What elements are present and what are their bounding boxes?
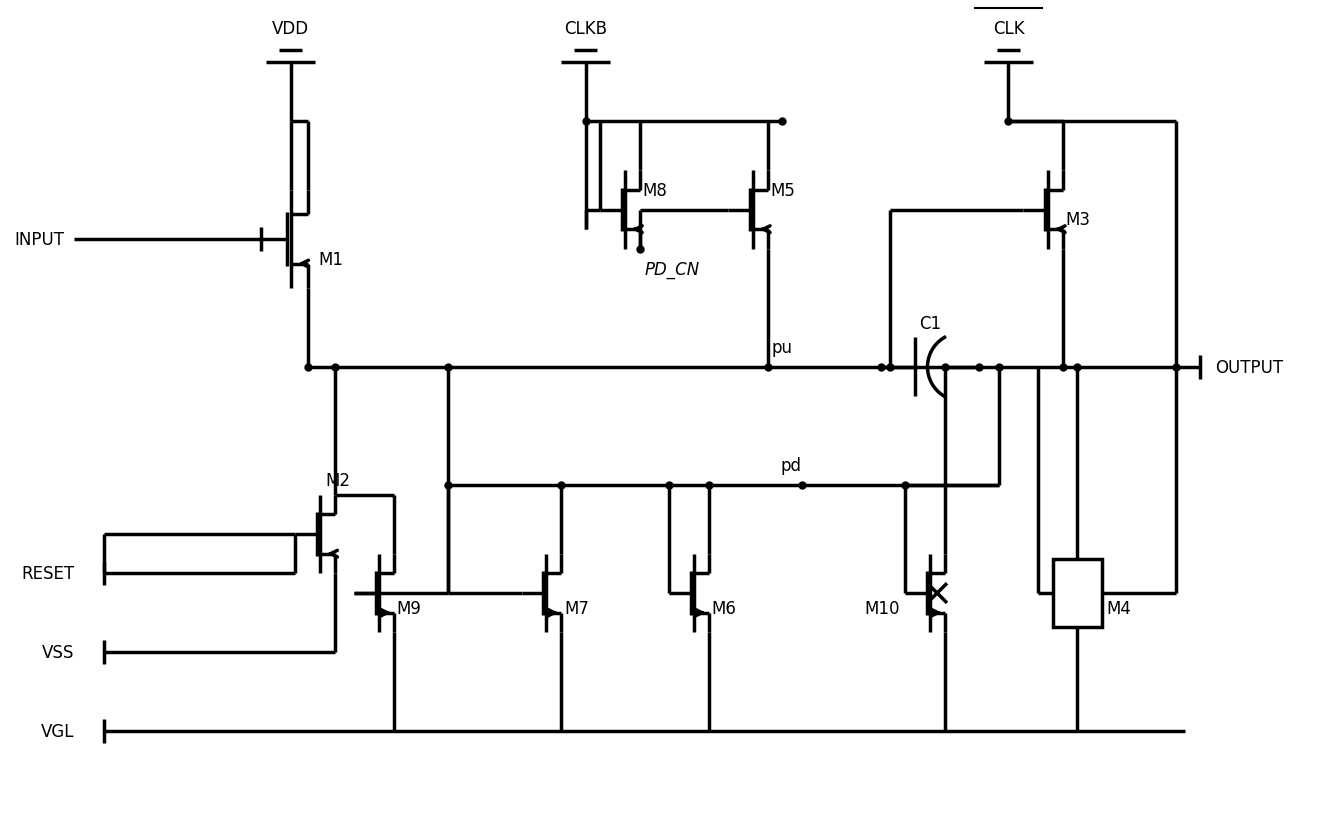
Text: INPUT: INPUT (15, 231, 64, 249)
Text: M2: M2 (325, 472, 350, 489)
Text: M8: M8 (643, 181, 667, 200)
Text: VGL: VGL (40, 721, 74, 740)
Text: M4: M4 (1107, 599, 1131, 617)
Text: M5: M5 (770, 181, 796, 200)
Text: RESET: RESET (21, 564, 74, 583)
Text: M7: M7 (564, 599, 589, 617)
Text: M10: M10 (864, 599, 900, 617)
Text: PD_CN: PD_CN (644, 260, 699, 278)
Text: VSS: VSS (42, 643, 74, 661)
Text: M1: M1 (318, 250, 344, 268)
Bar (1052, 559, 1102, 628)
Text: C1: C1 (919, 314, 941, 332)
Text: OUTPUT: OUTPUT (1215, 359, 1283, 376)
Text: M6: M6 (711, 599, 737, 617)
Text: M9: M9 (397, 599, 421, 617)
Text: CLK: CLK (993, 19, 1024, 38)
Text: CLKB: CLKB (564, 19, 607, 38)
Text: pu: pu (772, 339, 792, 357)
Text: pd: pd (781, 456, 803, 475)
Text: VDD: VDD (272, 19, 309, 38)
Text: M3: M3 (1066, 212, 1091, 229)
